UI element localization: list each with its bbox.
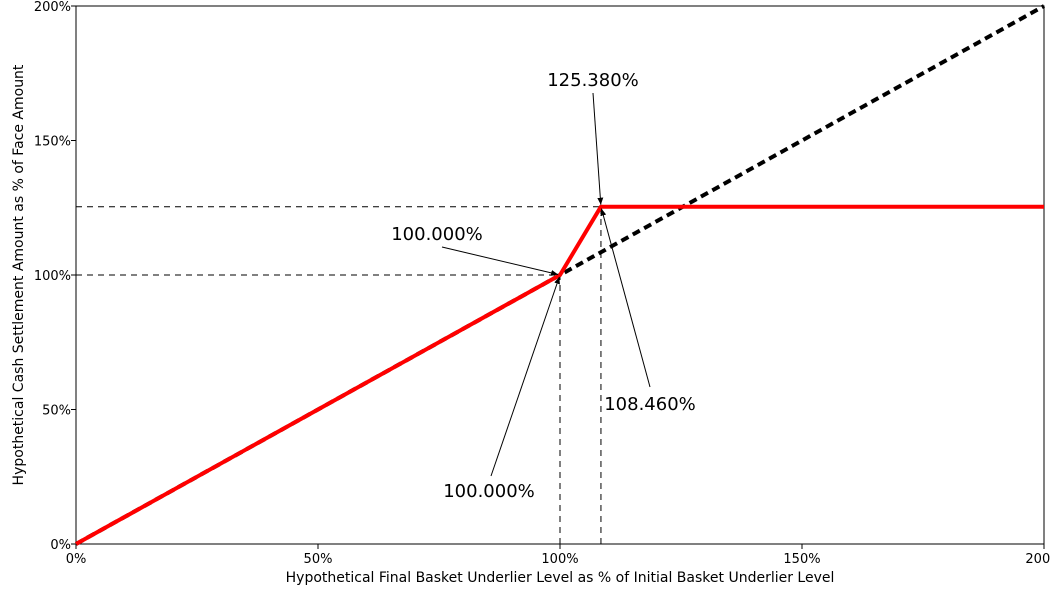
x-tick-label: 0% — [66, 552, 87, 567]
y-tick-label: 200% — [34, 0, 71, 15]
x-tick-label: 150% — [783, 552, 820, 567]
y-tick-label: 0% — [50, 538, 71, 553]
y-tick-label: 50% — [42, 404, 71, 419]
x-axis-title: Hypothetical Final Basket Underlier Leve… — [286, 570, 835, 586]
annotation-label: 108.460% — [604, 394, 696, 415]
y-axis-title: Hypothetical Cash Settlement Amount as %… — [11, 64, 27, 485]
annotation-arrow — [490, 276, 560, 477]
annotation-arrow — [592, 92, 604, 205]
payoff-line — [75, 204, 1044, 546]
annotation-arrow — [600, 208, 651, 388]
x-tick-label: 50% — [304, 552, 333, 567]
annotation-label: 125.380% — [547, 70, 639, 91]
y-tick-label: 150% — [34, 135, 71, 150]
x-tick-label: 100% — [541, 552, 578, 567]
annotation-label: 100.000% — [391, 224, 483, 245]
x-axis: 0% 50% 100% 150% 200% — [66, 544, 1050, 567]
annotation-label: 100.000% — [443, 481, 535, 502]
y-axis: 0% 50% 100% 150% 200% — [34, 0, 76, 553]
annotation-arrow — [441, 246, 559, 276]
y-tick-label: 100% — [34, 269, 71, 284]
series-group — [75, 4, 1045, 546]
annotations: 125.380% 100.000% 108.460% 100.000% — [391, 70, 696, 502]
x-tick-label: 200% — [1025, 552, 1050, 567]
reference-lines — [76, 206, 602, 544]
